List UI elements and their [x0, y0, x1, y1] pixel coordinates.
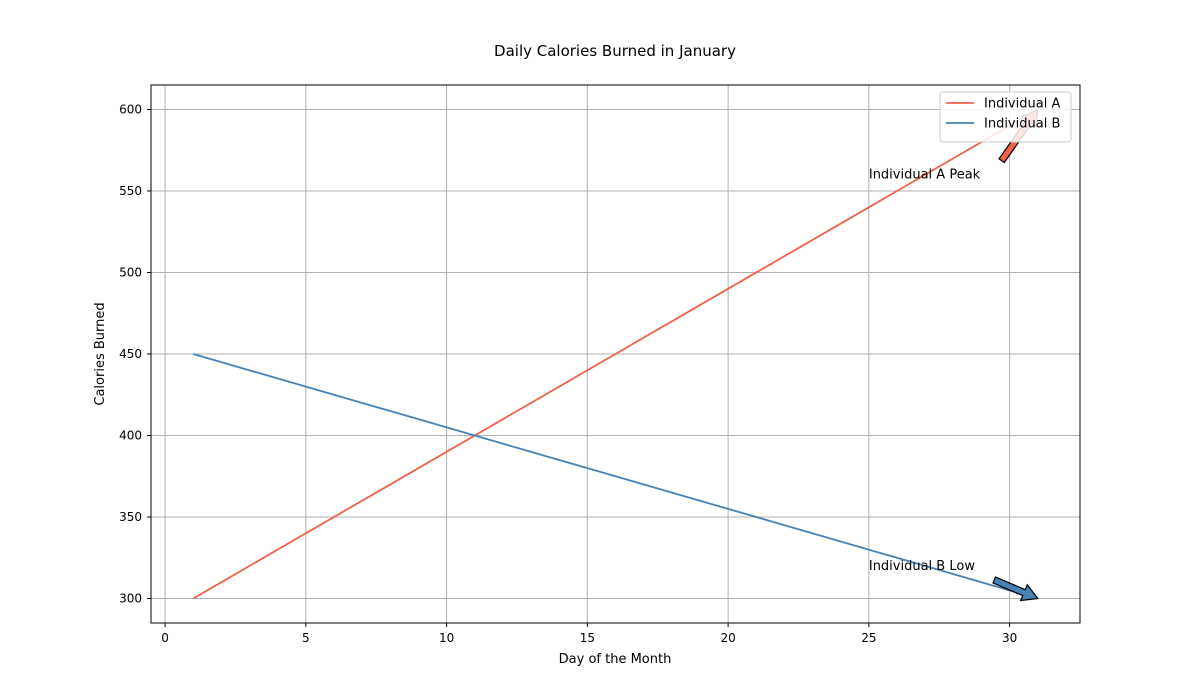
annotation-label: Individual B Low	[869, 559, 975, 574]
legend-box	[939, 91, 1072, 143]
y-tick-label: 300	[119, 592, 142, 606]
y-tick-label: 400	[119, 429, 142, 443]
y-tick-label: 550	[119, 184, 142, 198]
x-tick-label: 0	[161, 631, 169, 645]
annotations: Individual A Peak Individual B Low	[869, 108, 1039, 602]
axis-ticks: 0 5 10 15 20 25 30 300 350 400 450 500 550 600	[119, 102, 1017, 645]
annotation-label: Individual A Peak	[869, 168, 981, 183]
x-axis-label: Day of the Month	[559, 652, 672, 667]
x-tick-label: 5	[302, 631, 310, 645]
y-tick-label: 450	[119, 347, 142, 361]
y-tick-label: 500	[119, 265, 142, 279]
x-tick-label: 15	[580, 631, 595, 645]
legend-label: Individual A	[984, 97, 1060, 112]
series-lines	[192, 108, 1039, 600]
x-tick-label: 30	[1002, 631, 1017, 645]
legend: Individual A Individual B	[939, 91, 1072, 143]
x-tick-label: 10	[439, 631, 454, 645]
series-line-individual-b	[192, 353, 1039, 600]
x-tick-label: 20	[720, 631, 735, 645]
series-line-individual-a	[192, 108, 1039, 600]
y-tick-label: 600	[119, 102, 142, 116]
y-tick-label: 350	[119, 510, 142, 524]
annotation-arrow	[992, 576, 1039, 602]
legend-label: Individual B	[984, 117, 1060, 132]
chart-title: Daily Calories Burned in January	[494, 42, 736, 60]
grid	[151, 85, 1080, 623]
x-tick-label: 25	[861, 631, 876, 645]
y-axis-label: Calories Burned	[93, 302, 108, 405]
